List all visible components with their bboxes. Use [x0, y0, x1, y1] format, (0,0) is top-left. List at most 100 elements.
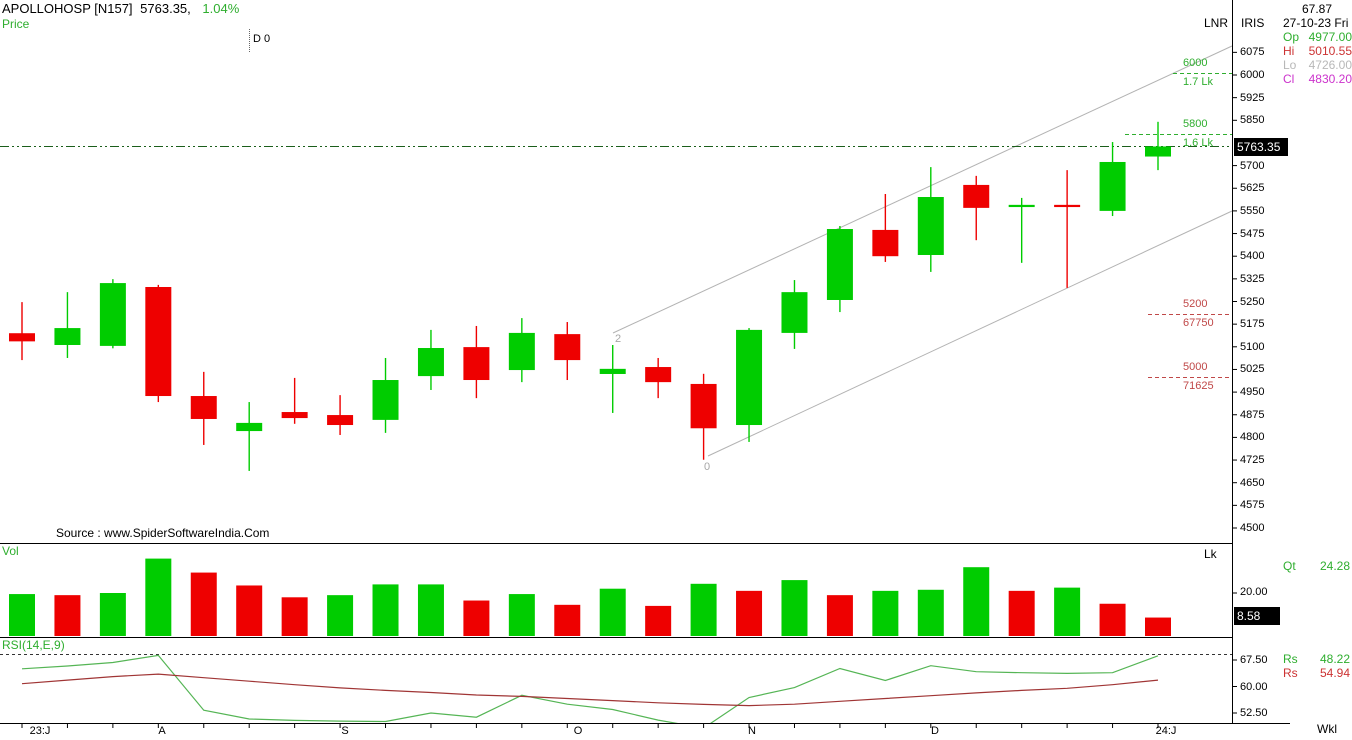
change-percent: 1.04% — [202, 1, 240, 16]
volume-bar[interactable] — [281, 597, 308, 636]
candlestick[interactable] — [917, 167, 944, 272]
volume-bar[interactable] — [145, 558, 172, 636]
candlestick[interactable] — [872, 193, 899, 262]
candlestick[interactable] — [1145, 121, 1171, 171]
rsi-panel-label: RSI(14,E,9) — [2, 638, 65, 652]
qt-label: Qt — [1283, 559, 1296, 573]
pivot-label: 0 — [704, 461, 711, 473]
candlestick[interactable] — [327, 395, 354, 435]
candlestick[interactable] — [1054, 170, 1081, 288]
candlestick[interactable] — [281, 377, 308, 424]
price-axis-tick-label: 4875 — [1240, 408, 1265, 421]
price-panel-label: Price — [2, 17, 30, 31]
candlestick[interactable] — [736, 328, 763, 442]
volume-axis-tick: 20.00 — [1240, 586, 1268, 598]
volume-bar[interactable] — [417, 584, 444, 636]
volume-bar[interactable] — [872, 590, 899, 636]
volume-bar[interactable] — [9, 594, 35, 636]
volume-bar[interactable] — [54, 595, 81, 636]
iris-label: IRIS — [1241, 16, 1265, 30]
level-price-label: 6000 — [1183, 57, 1208, 69]
level-price-label: 5200 — [1183, 298, 1208, 310]
price-axis-tick-label: 5850 — [1240, 114, 1265, 127]
volume-bar[interactable] — [554, 604, 581, 636]
candlestick[interactable] — [508, 318, 535, 383]
volume-bar[interactable] — [463, 600, 490, 636]
volume-bar[interactable] — [1054, 587, 1081, 636]
volume-bar[interactable] — [372, 584, 399, 636]
rs-red-value: 54.94 — [1319, 666, 1350, 680]
high-label: Hi — [1283, 44, 1295, 58]
price-axis-tick-label: 5250 — [1240, 295, 1265, 308]
x-axis-month-label: N — [748, 725, 756, 737]
candlestick[interactable] — [145, 284, 172, 403]
timeframe-label[interactable]: Wkl — [1317, 722, 1337, 736]
open-value: 4977.00 — [1308, 30, 1352, 44]
rsi-readout-green: Rs 48.22 — [1283, 652, 1350, 666]
candlestick[interactable] — [690, 373, 717, 460]
price-axis-tick-label: 5550 — [1240, 204, 1265, 217]
price-axis-tick-label: 4725 — [1240, 454, 1265, 467]
candlestick[interactable] — [1008, 197, 1035, 263]
volume-bar[interactable] — [99, 593, 126, 636]
price-axis-tick-label: 4575 — [1240, 499, 1265, 512]
volume-bar[interactable] — [645, 605, 672, 636]
low-label: Lo — [1283, 58, 1297, 72]
volume-bar[interactable] — [236, 585, 263, 636]
volume-bar[interactable] — [826, 595, 853, 636]
volume-bar[interactable] — [190, 572, 217, 636]
candlestick[interactable] — [236, 402, 263, 471]
price-axis-tick-label: 4650 — [1240, 476, 1265, 489]
quote-date: 27-10-23 Fri — [1283, 16, 1349, 30]
rsi-axis-tick-label: 60.00 — [1240, 680, 1268, 693]
period-marker[interactable]: D 0 — [253, 33, 271, 45]
volume-bar[interactable] — [327, 595, 354, 636]
candlestick[interactable] — [190, 371, 217, 445]
period-marker-tick — [249, 29, 250, 52]
rs-red-label: Rs — [1283, 666, 1298, 680]
candlestick[interactable] — [963, 175, 990, 241]
volume-bar[interactable] — [508, 594, 535, 636]
candlestick[interactable] — [54, 292, 81, 358]
close-row: Cl 4830.20 — [1283, 72, 1352, 86]
volume-bar[interactable] — [781, 580, 808, 636]
candlestick[interactable] — [9, 302, 35, 361]
candlestick[interactable] — [554, 322, 581, 381]
open-label: Op — [1283, 30, 1300, 44]
rsi-readout-red: Rs 54.94 — [1283, 666, 1350, 680]
candlestick[interactable] — [826, 226, 853, 313]
volume-bar[interactable] — [1099, 603, 1126, 636]
trend-channel-lower — [707, 210, 1233, 457]
price-axis-tick-label: 4800 — [1240, 431, 1265, 444]
price-axis-tick-label: 6000 — [1240, 69, 1265, 81]
high-value: 5010.55 — [1308, 44, 1352, 58]
volume-bar[interactable] — [1008, 590, 1035, 636]
x-axis-month-label: 24:J — [1155, 725, 1177, 737]
volume-bar[interactable] — [599, 588, 626, 636]
low-value: 4726.00 — [1308, 58, 1352, 72]
volume-bar[interactable] — [1145, 617, 1171, 636]
candlestick[interactable] — [417, 329, 444, 390]
volume-current-box: 8.58 — [1234, 607, 1280, 625]
candlestick[interactable] — [463, 325, 490, 399]
price-axis-tick-label: 4500 — [1240, 522, 1265, 534]
low-row: Lo 4726.00 — [1283, 58, 1352, 72]
candlestick[interactable] — [1099, 142, 1126, 217]
volume-bar[interactable] — [917, 589, 944, 636]
price-axis-tick-label: 5175 — [1240, 318, 1265, 331]
rs-green-label: Rs — [1283, 652, 1298, 666]
symbol-name: APOLLOHOSP [N157] — [2, 1, 133, 16]
candlestick[interactable] — [599, 344, 626, 413]
volume-bar[interactable] — [963, 567, 990, 636]
candlestick[interactable] — [645, 357, 672, 399]
volume-bar[interactable] — [736, 590, 763, 636]
volume-readout-row: Qt 24.28 — [1283, 559, 1350, 573]
level-qty-label: 1.6 Lk — [1183, 137, 1213, 149]
candlestick[interactable] — [99, 279, 126, 349]
level-price-label: 5800 — [1183, 118, 1208, 130]
candlestick[interactable] — [372, 357, 399, 433]
candlestick[interactable] — [781, 280, 808, 349]
volume-bar[interactable] — [690, 583, 717, 636]
